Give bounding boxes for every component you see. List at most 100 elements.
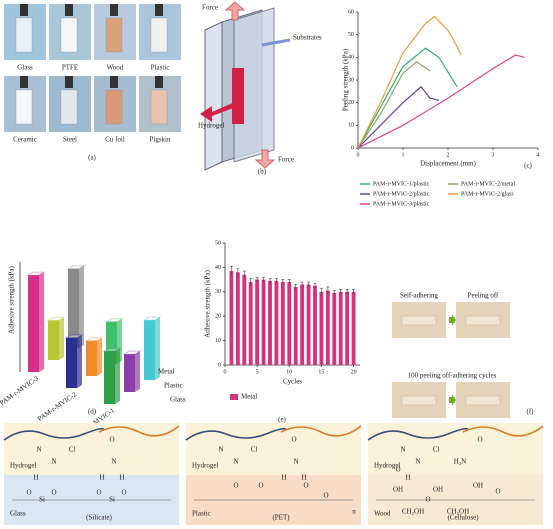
- category-label: PAM-r-MVIC-2: [36, 390, 78, 423]
- label: Force: [202, 4, 218, 12]
- photo-caption: Peeling off: [468, 292, 499, 300]
- legend-label: PAM-r-MVIC-2/metal: [461, 181, 515, 187]
- force-up: [224, 1, 246, 21]
- polymer-chain: [462, 425, 544, 437]
- bar-3d: [84, 337, 104, 376]
- polymer-chain: [98, 425, 180, 437]
- panel-label: (b): [258, 168, 267, 176]
- bar-3d: [122, 350, 142, 392]
- error-bar: [242, 270, 246, 279]
- atom-label: O: [425, 496, 430, 504]
- arrow: [449, 314, 456, 326]
- bar-top: [142, 316, 162, 321]
- error-bar: [287, 279, 291, 285]
- x-tick-label: 3: [492, 152, 495, 158]
- atom-label: H₂N: [454, 458, 467, 466]
- clamp: [155, 4, 163, 16]
- legend-label: PAM-r-MVIC-3/plastic: [373, 201, 430, 207]
- specimen: [105, 89, 123, 125]
- hydrogel: [232, 68, 244, 124]
- photo-label: Glass: [17, 64, 33, 72]
- legend-label: PAM-r-MVIC-1/plastic: [373, 181, 430, 187]
- bar: [300, 284, 305, 365]
- bar: [313, 285, 317, 365]
- line: [357, 54, 525, 149]
- atom-label: O: [109, 436, 114, 444]
- photo-caption: Self-adhering: [400, 292, 439, 300]
- error-bar: [229, 265, 233, 276]
- y-tick-label: 20: [348, 100, 354, 106]
- error-bar: [326, 286, 330, 295]
- line: [357, 47, 458, 149]
- atom-label: O: [121, 489, 126, 497]
- atom-label: Si: [39, 496, 45, 504]
- bar-front: [86, 340, 97, 376]
- error-bar: [255, 276, 259, 283]
- x-tick-label: 5: [256, 369, 259, 375]
- atom-label: H: [301, 474, 306, 482]
- hydrogel-arrow: [200, 98, 244, 122]
- x-tick-label: 15: [318, 369, 324, 375]
- legend-label: PAM-r-MVIC-2/glass: [461, 191, 514, 197]
- bar-3d: [66, 265, 86, 348]
- y-axis-label: Adhesive strength (kPa): [8, 266, 16, 334]
- photo-label: Plastic: [151, 64, 170, 72]
- bar-front: [106, 321, 117, 364]
- bar-side: [155, 317, 160, 380]
- atom-label: O: [233, 482, 238, 490]
- atom-label: Si: [109, 496, 115, 504]
- specimen: [60, 17, 78, 53]
- error-bar: [307, 281, 311, 287]
- bar: [242, 274, 247, 365]
- region-label: Wood: [374, 510, 391, 518]
- error-bar: [262, 276, 266, 283]
- atom-label: O: [395, 466, 400, 474]
- x-axis-label: Displacement (mm): [420, 160, 476, 168]
- y-tick-label: 50: [215, 240, 221, 246]
- bar-front: [48, 320, 59, 360]
- bar: [287, 282, 292, 365]
- clamp: [110, 76, 118, 88]
- atom-label: N: [218, 446, 223, 454]
- bar-3d: [46, 316, 66, 360]
- line: [357, 85, 440, 149]
- atom-label: O: [303, 482, 308, 490]
- bar-side: [59, 317, 64, 360]
- bar-top: [64, 334, 84, 339]
- x-tick-label: 0: [357, 152, 360, 158]
- clamp: [110, 4, 118, 16]
- atom-label: CH₂OH: [447, 508, 469, 516]
- substrate-side: [204, 21, 223, 171]
- bar: [293, 286, 298, 365]
- atom-label: N: [111, 458, 116, 466]
- photo-label: PTFE: [62, 64, 78, 72]
- error-bar: [268, 278, 272, 284]
- error-bar: [352, 289, 356, 295]
- atom-label: H: [33, 474, 38, 482]
- bar: [319, 291, 324, 365]
- photo-label: Cu foil: [105, 136, 125, 144]
- atom-label: n: [352, 508, 356, 516]
- atom-label: Cl: [433, 446, 440, 454]
- y-tick-label: 0: [218, 362, 221, 368]
- legend-label: PAM-r-MVIC-2/plastic: [373, 191, 430, 197]
- x-tick-label: 4: [537, 152, 540, 158]
- bar-side: [39, 272, 44, 372]
- error-bar: [236, 268, 240, 276]
- region-label: Hydrogel: [374, 462, 400, 470]
- bar: [261, 279, 266, 365]
- bar-top: [46, 316, 66, 321]
- error-bar: [339, 289, 343, 295]
- region-label: Glass: [10, 510, 26, 518]
- error-bar: [313, 282, 317, 289]
- photo-caption: 100 peeling off-adhering cycles: [408, 372, 497, 380]
- material-label: (PET): [272, 514, 290, 522]
- bar-3d: [26, 271, 46, 372]
- error-bar: [274, 278, 278, 284]
- x-tick-label: 20: [351, 369, 357, 375]
- clamp: [65, 76, 73, 88]
- label: Substrates: [293, 34, 322, 42]
- y-tick-label: 30: [215, 289, 221, 295]
- atom-label: CH₂OH: [402, 508, 424, 516]
- substrate-arrow: [261, 38, 291, 47]
